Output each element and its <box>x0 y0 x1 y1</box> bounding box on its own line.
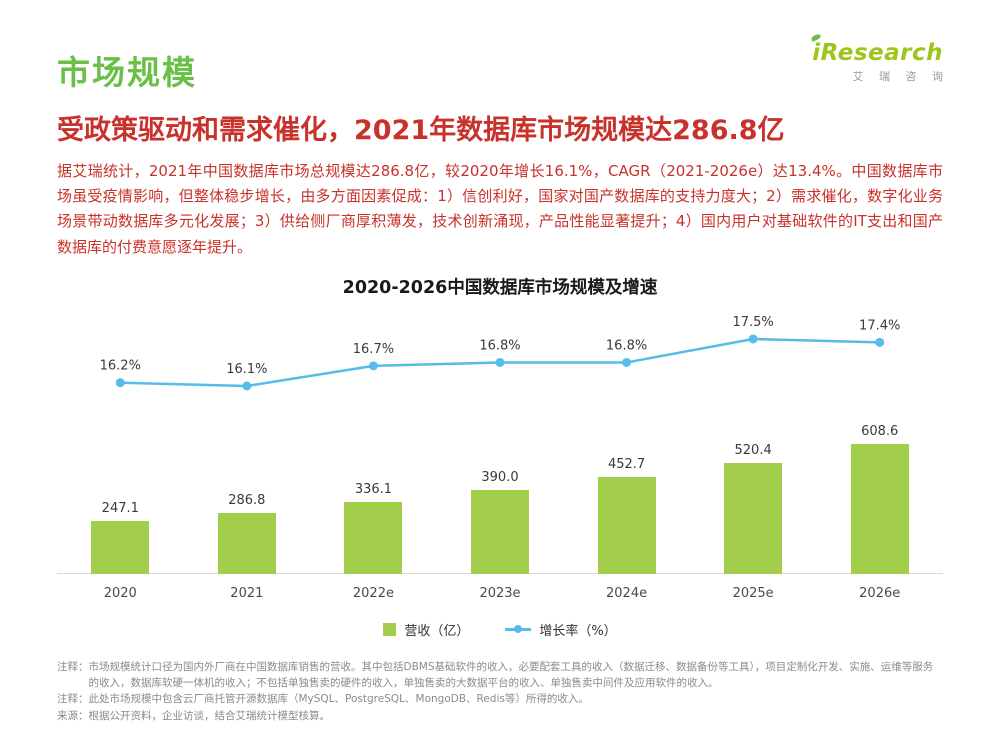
iresearch-logo: iResearch 艾 瑞 咨 询 <box>810 33 943 84</box>
chart-column: 520.4 2025e <box>690 309 817 601</box>
footnote-label: 来源： <box>57 709 89 722</box>
footnote-label: 注释： <box>57 660 89 673</box>
footnote-label: 注释： <box>57 693 89 706</box>
revenue-bar <box>724 462 783 574</box>
x-axis-label: 2024e <box>606 585 648 601</box>
legend-item-revenue: 营收（亿） <box>383 620 469 639</box>
footnote-row: 来源： 根据公开资料，企业访谈，结合艾瑞统计模型核算。 <box>57 708 943 724</box>
chart-title: 2020-2026中国数据库市场规模及增速 <box>342 277 658 298</box>
x-axis-label: 2023e <box>479 585 521 601</box>
chart-section: 2020-2026中国数据库市场规模及增速 247.1 2020 286.8 2021… <box>57 274 943 639</box>
headline: 受政策驱动和需求催化，2021年数据库市场规模达286.8亿 <box>57 115 785 146</box>
legend-item-growth: 增长率（%） <box>505 620 617 639</box>
bar-value-label: 608.6 <box>861 423 899 439</box>
bar-value-label: 520.4 <box>734 442 772 458</box>
footnote-row: 注释： 此处市场规模中包含云厂商托管开源数据库（MySQL、PostgreSQL、… <box>57 691 943 707</box>
chart-legend: 营收（亿） 增长率（%） <box>57 620 943 639</box>
chart-column: 390.0 2023e <box>437 309 564 601</box>
logo-brand: iResearch <box>812 40 943 66</box>
x-axis-label: 2021 <box>230 585 264 601</box>
footnote-text: 根据公开资料，企业访谈，结合艾瑞统计模型核算。 <box>88 709 331 722</box>
chart-column: 336.1 2022e <box>310 309 437 601</box>
legend-label: 营收（亿） <box>404 623 470 639</box>
footnote-text: 此处市场规模中包含云厂商托管开源数据库（MySQL、PostgreSQL、Mon… <box>88 693 589 706</box>
chart-column: 452.7 2024e <box>563 309 690 601</box>
page-title: 市场规模 <box>57 53 197 92</box>
chart-column: 286.8 2021 <box>184 309 311 601</box>
legend-label: 增长率（%） <box>539 623 617 639</box>
x-axis-label: 2022e <box>352 585 394 601</box>
legend-line-dot-icon <box>514 625 523 634</box>
revenue-bar <box>850 443 909 574</box>
revenue-bar <box>470 490 529 574</box>
x-axis-label: 2025e <box>732 585 774 601</box>
revenue-bar <box>597 477 656 574</box>
bar-value-label: 286.8 <box>228 492 266 508</box>
x-axis-label: 2020 <box>103 585 137 601</box>
logo-subtitle: 艾 瑞 咨 询 <box>852 70 949 83</box>
legend-line-swatch-icon <box>505 625 532 634</box>
header: 市场规模 iResearch 艾 瑞 咨 询 <box>57 30 943 94</box>
bar-value-label: 247.1 <box>101 500 139 516</box>
bar-value-label: 390.0 <box>481 470 519 486</box>
footnote-row: 注释： 市场规模统计口径为国内外厂商在中国数据库销售的营收。其中包括DBMS基础软… <box>57 659 943 692</box>
bar-value-label: 452.7 <box>607 457 646 473</box>
revenue-bar <box>344 501 403 574</box>
x-axis-label: 2026e <box>859 585 901 601</box>
combo-chart: 247.1 2020 286.8 2021 336.1 2022e 390.0 2023e 45… <box>57 309 943 601</box>
chart-column: 608.6 2026e <box>816 309 943 601</box>
footnotes: 注释： 市场规模统计口径为国内外厂商在中国数据库销售的营收。其中包括DBMS基础软… <box>57 659 943 724</box>
bar-value-label: 336.1 <box>354 481 393 497</box>
legend-bar-swatch-icon <box>383 622 397 636</box>
chart-column: 247.1 2020 <box>57 309 184 601</box>
footnote-text: 市场规模统计口径为国内外厂商在中国数据库销售的营收。其中包括DBMS基础软件的收… <box>88 660 934 690</box>
revenue-bar <box>217 512 276 574</box>
body-paragraph: 据艾瑞统计，2021年中国数据库市场总规模达286.8亿，较2020年增长16.… <box>57 162 943 256</box>
revenue-bar <box>91 520 150 574</box>
